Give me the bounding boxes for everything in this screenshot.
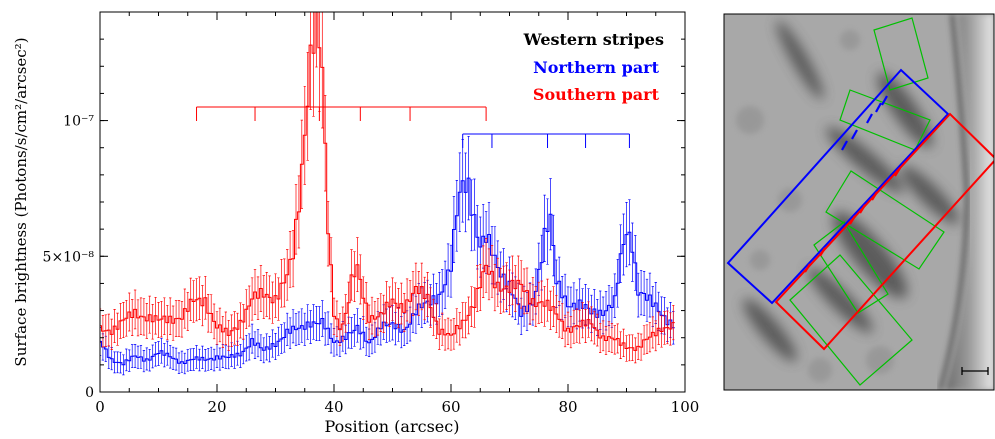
north-box-ticks <box>841 95 888 151</box>
south-region-box <box>774 112 994 351</box>
y-tick-label: 0 <box>85 385 94 401</box>
north-region-box <box>726 68 950 305</box>
x-tick-label: 100 <box>671 398 700 416</box>
remnant-rim <box>945 14 994 390</box>
x-axis-label: Position (arcsec) <box>325 417 460 436</box>
series-line-northern <box>100 177 675 366</box>
legend-northern-part: Northern part <box>533 58 660 77</box>
chart-axes-layer: 0 20 40 60 80 100 0 5×10⁻⁸ 10⁻⁷ <box>43 12 700 416</box>
chart-series-layer <box>100 12 675 376</box>
x-tick-label: 40 <box>324 398 343 416</box>
image-frame <box>723 13 995 391</box>
y-axis-label: Surface brightness (Photons/s/cm²/arcsec… <box>12 37 30 366</box>
x-tick-label: 0 <box>95 398 105 416</box>
series-line-southern <box>100 12 675 351</box>
x-tick-label: 20 <box>207 398 226 416</box>
y-tick-label: 5×10⁻⁸ <box>43 249 95 265</box>
profile-chart: 0 20 40 60 80 100 0 5×10⁻⁸ 10⁻⁷ Position (arcsec… <box>12 11 700 436</box>
mottled-texture <box>736 30 894 382</box>
chart-marker-layer <box>196 106 630 148</box>
legend: Western stripes Northern part Southern p… <box>523 30 664 104</box>
scale-bar <box>961 367 989 375</box>
legend-title: Western stripes <box>523 30 664 49</box>
legend-southern-part: Southern part <box>533 85 660 104</box>
y-tick-label: 10⁻⁷ <box>63 114 94 130</box>
rim-edge <box>938 14 970 390</box>
series-error-bars-southern <box>100 12 675 364</box>
x-tick-label: 80 <box>558 398 577 416</box>
series-error-bars-northern <box>100 135 675 376</box>
x-tick-label: 60 <box>441 398 460 416</box>
image-panel <box>724 14 994 390</box>
south-box-ticks <box>804 167 901 273</box>
